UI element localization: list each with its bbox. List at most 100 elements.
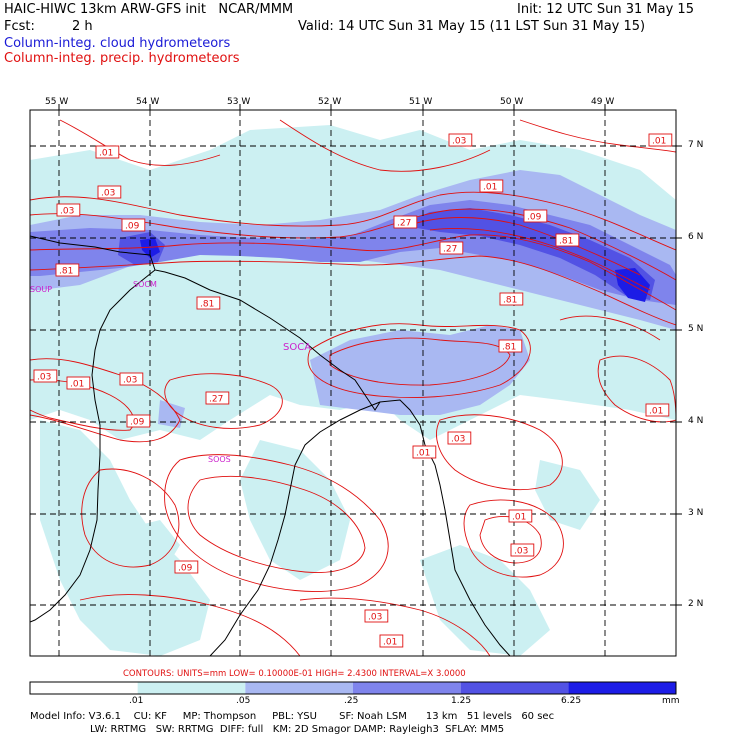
lon-label-49w: 49 W xyxy=(591,97,615,107)
svg-text:.01: .01 xyxy=(70,380,84,390)
svg-text:.03: .03 xyxy=(37,373,51,383)
map-title: HAIC-HIWC 13km ARW-GFS init NCAR/MMM xyxy=(4,2,294,17)
svg-text:.03: .03 xyxy=(514,547,528,557)
station-labels: SOUP SOCM SOCA SOOS xyxy=(30,280,311,464)
svg-text:.09: .09 xyxy=(125,222,140,232)
colorbar-block-1 xyxy=(137,682,246,694)
svg-text:.01: .01 xyxy=(416,449,430,459)
contour-label-15: .27 xyxy=(205,391,230,405)
lon-label-54w: 54 W xyxy=(136,97,160,107)
svg-text:.01: .01 xyxy=(483,183,497,193)
lat-label-3n: 3 N xyxy=(688,508,704,518)
colorbar-label-005: .05 xyxy=(236,696,251,706)
contour-label-8: .01 xyxy=(479,179,504,193)
svg-text:.01: .01 xyxy=(383,638,397,648)
svg-text:.03: .03 xyxy=(368,613,382,623)
colorbar-border xyxy=(29,681,677,695)
colorbar-label-125: 1.25 xyxy=(451,696,472,706)
lat-label-5n: 5 N xyxy=(688,324,704,334)
contour-label-7: .27 xyxy=(439,241,464,255)
contour-label-6: .27 xyxy=(393,215,418,229)
init-time: Init: 12 UTC Sun 31 May 15 xyxy=(517,2,694,17)
lon-label-50w: 50 W xyxy=(500,97,524,107)
contour-label-3: .09 xyxy=(121,218,146,232)
contour-label-26: .03 xyxy=(364,609,389,623)
colorbar-block-2 xyxy=(245,682,353,694)
svg-text:.01: .01 xyxy=(652,137,666,147)
station-label-soca: SOCA xyxy=(283,342,311,353)
contour-label-1: .03 xyxy=(97,185,122,199)
lat-lon-grid xyxy=(30,110,676,656)
axis-ticks xyxy=(58,104,682,606)
svg-text:.03: .03 xyxy=(451,435,465,445)
contour-label-5: .81 xyxy=(196,296,221,310)
model-info-line2: LW: RRTMG SW: RRTMG DIFF: full KM: 2D Sm… xyxy=(90,724,505,735)
forecast-hour: 2 h xyxy=(72,19,93,34)
contour-label-2: .03 xyxy=(56,203,81,217)
country-borders xyxy=(30,235,511,656)
colorbar-label-001: .01 xyxy=(129,696,144,706)
colorbar-block-5 xyxy=(568,682,676,694)
contour-label-20: .09 xyxy=(174,560,199,574)
lat-label-2n: 2 N xyxy=(688,599,704,609)
lon-label-52w: 52 W xyxy=(318,97,342,107)
station-label-soos: SOOS xyxy=(208,455,231,464)
map-frame xyxy=(29,109,677,657)
contour-label-14: .03 xyxy=(448,133,473,147)
svg-text:.09: .09 xyxy=(527,213,542,223)
svg-text:.03: .03 xyxy=(123,376,137,386)
svg-text:.03: .03 xyxy=(452,137,466,147)
lon-label-51w: 51 W xyxy=(409,97,433,107)
lon-label-55w: 55 W xyxy=(45,97,69,107)
svg-text:.81: .81 xyxy=(200,300,214,310)
colorbar xyxy=(29,681,677,695)
colorbar-unit: mm xyxy=(662,696,680,706)
contour-label-9: .09 xyxy=(523,209,548,223)
contour-labels: .01 .03 .03 .09 .81 .81 .27 .27 .01 .09 .81 .81 .81.… xyxy=(33,133,673,648)
lat-label-4n: 4 N xyxy=(688,416,704,426)
lat-label-6n: 6 N xyxy=(688,232,704,242)
model-info-line1: Model Info: V3.6.1 CU: KF MP: Thompson P… xyxy=(30,711,555,722)
precip-contours xyxy=(30,119,676,656)
svg-text:.09: .09 xyxy=(178,564,193,574)
contour-label-17: .03 xyxy=(119,372,144,386)
contour-label-12: .81 xyxy=(498,339,523,353)
colorbar-block-3 xyxy=(353,682,461,694)
contour-label-18: .01 xyxy=(66,376,91,390)
contour-label-10: .81 xyxy=(555,233,580,247)
lon-label-53w: 53 W xyxy=(227,97,251,107)
field-cloud-label: Column-integ. cloud hydrometeors xyxy=(4,36,231,51)
contour-label-25: .03 xyxy=(510,543,535,557)
svg-text:.27: .27 xyxy=(209,395,223,405)
svg-text:.27: .27 xyxy=(397,219,411,229)
svg-text:.81: .81 xyxy=(502,343,516,353)
contour-label-21: .01 xyxy=(412,445,437,459)
field-precip-label: Column-integ. precip. hydrometeors xyxy=(4,51,240,66)
valid-time: Valid: 14 UTC Sun 31 May 15 (11 LST Sun … xyxy=(298,19,646,34)
contour-label-22: .03 xyxy=(447,431,472,445)
contour-label-16: .09 xyxy=(126,414,151,428)
svg-text:.09: .09 xyxy=(130,418,145,428)
contour-label-4: .81 xyxy=(55,263,80,277)
station-label-socm: SOCM xyxy=(133,280,157,289)
contour-info: CONTOURS: UNITS=mm LOW= 0.10000E-01 HIGH… xyxy=(123,669,466,679)
colorbar-block-4 xyxy=(460,682,569,694)
contour-label-24: .01 xyxy=(508,509,533,523)
station-label-soup: SOUP xyxy=(30,285,52,294)
svg-text:.01: .01 xyxy=(99,149,113,159)
colorbar-label-625: 6.25 xyxy=(561,696,582,706)
contour-label-13: .01 xyxy=(648,133,673,147)
contour-label-19: .03 xyxy=(33,369,58,383)
contour-label-27: .01 xyxy=(379,634,404,648)
svg-text:.81: .81 xyxy=(59,267,73,277)
svg-text:.81: .81 xyxy=(559,237,573,247)
contour-label-23: .01 xyxy=(645,403,670,417)
svg-text:.03: .03 xyxy=(60,207,74,217)
forecast-label: Fcst: xyxy=(4,19,35,34)
svg-text:.81: .81 xyxy=(503,296,517,306)
svg-text:.27: .27 xyxy=(443,245,457,255)
svg-text:.03: .03 xyxy=(101,189,115,199)
contour-label-11: .81 xyxy=(499,292,524,306)
lat-label-7n: 7 N xyxy=(688,140,704,150)
